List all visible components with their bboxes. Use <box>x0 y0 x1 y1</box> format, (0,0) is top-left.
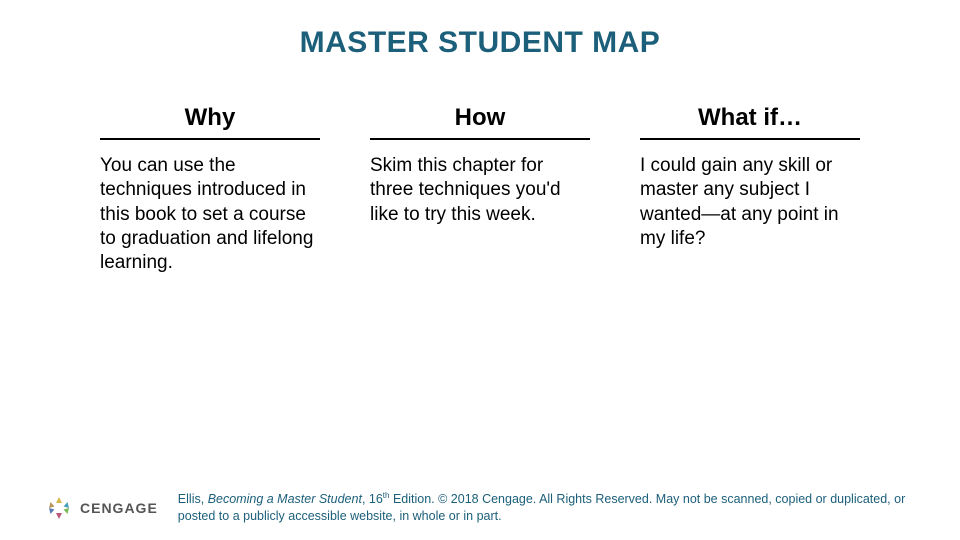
column-whatif: What if… I could gain any skill or maste… <box>640 104 860 276</box>
column-how: How Skim this chapter for three techniqu… <box>370 104 590 276</box>
copyright-notice: Ellis, Becoming a Master Student, 16th E… <box>178 491 920 524</box>
column-heading: How <box>370 104 590 140</box>
cengage-logo: CENGAGE <box>46 495 158 521</box>
slide-title: MASTER STUDENT MAP <box>40 26 920 60</box>
columns-container: Why You can use the techniques introduce… <box>40 104 920 276</box>
column-body: I could gain any skill or master any sub… <box>640 154 860 251</box>
column-why: Why You can use the techniques introduce… <box>100 104 320 276</box>
cengage-logo-icon <box>46 495 72 521</box>
copyright-edition-prefix: , 16 <box>362 493 383 507</box>
column-heading: Why <box>100 104 320 140</box>
slide: MASTER STUDENT MAP Why You can use the t… <box>0 0 960 540</box>
copyright-book-title: Becoming a Master Student <box>208 493 362 507</box>
footer: CENGAGE Ellis, Becoming a Master Student… <box>0 491 960 524</box>
column-body: You can use the techniques introduced in… <box>100 154 320 276</box>
column-heading: What if… <box>640 104 860 140</box>
column-body: Skim this chapter for three techniques y… <box>370 154 590 227</box>
cengage-logo-text: CENGAGE <box>80 500 158 516</box>
copyright-author: Ellis, <box>178 493 204 507</box>
